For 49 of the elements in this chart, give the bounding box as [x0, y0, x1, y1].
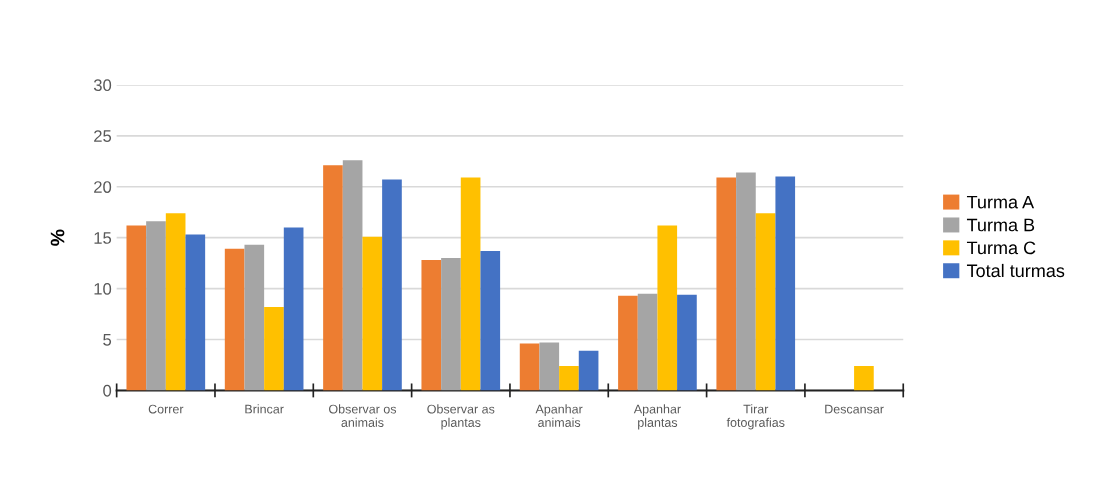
bar: [264, 306, 284, 391]
x-tick-label: Apanhar plantas: [633, 404, 681, 430]
bar: [421, 260, 442, 391]
x-tick-label: Tirar fotografias: [726, 404, 785, 430]
bar: [480, 250, 501, 391]
legend-label: Turma C: [966, 241, 1036, 255]
bar: [736, 172, 756, 391]
bar: [460, 177, 481, 391]
y-tick-label: 10: [94, 282, 112, 295]
bar: [126, 225, 147, 391]
legend-label: Turma B: [966, 218, 1035, 232]
x-tick-label: Descansar: [825, 404, 884, 414]
bar: [362, 236, 383, 391]
bar: [519, 343, 540, 391]
bar: [185, 234, 206, 391]
bar: [637, 293, 658, 391]
bar: [441, 258, 461, 391]
y-tick-label: 15: [94, 232, 112, 244]
bar: [539, 342, 560, 391]
y-tick-label: 0: [103, 384, 112, 397]
y-tick-label: 20: [94, 181, 112, 193]
bar: [146, 221, 166, 391]
bar: [165, 213, 186, 391]
x-tick-label: Observar as plantas: [427, 404, 495, 430]
bar: [382, 179, 402, 391]
bar: [578, 350, 599, 391]
bar: [854, 365, 874, 391]
bar: [775, 176, 796, 391]
x-tick-label: Apanhar animais: [535, 404, 583, 427]
bar: [755, 213, 776, 391]
bar: [559, 365, 579, 391]
bar: [244, 244, 265, 391]
bar: [224, 248, 245, 391]
bar: [323, 165, 343, 391]
y-tick-label: 5: [103, 334, 112, 346]
bar: [342, 160, 363, 391]
bar: [716, 177, 737, 391]
x-tick-label: Observar os animais: [329, 404, 397, 427]
y-axis-title: %: [50, 229, 65, 246]
bar: [657, 225, 678, 391]
x-tick-label: Correr: [148, 404, 184, 414]
x-tick-label: Brincar: [245, 404, 284, 414]
legend-label: Total turmas: [966, 263, 1065, 278]
bar: [283, 227, 304, 391]
y-tick-label: 30: [93, 79, 112, 92]
legend-label: Turma A: [966, 195, 1035, 209]
y-tick-label: 25: [94, 130, 112, 142]
bar: [618, 295, 638, 391]
bar: [677, 294, 697, 391]
